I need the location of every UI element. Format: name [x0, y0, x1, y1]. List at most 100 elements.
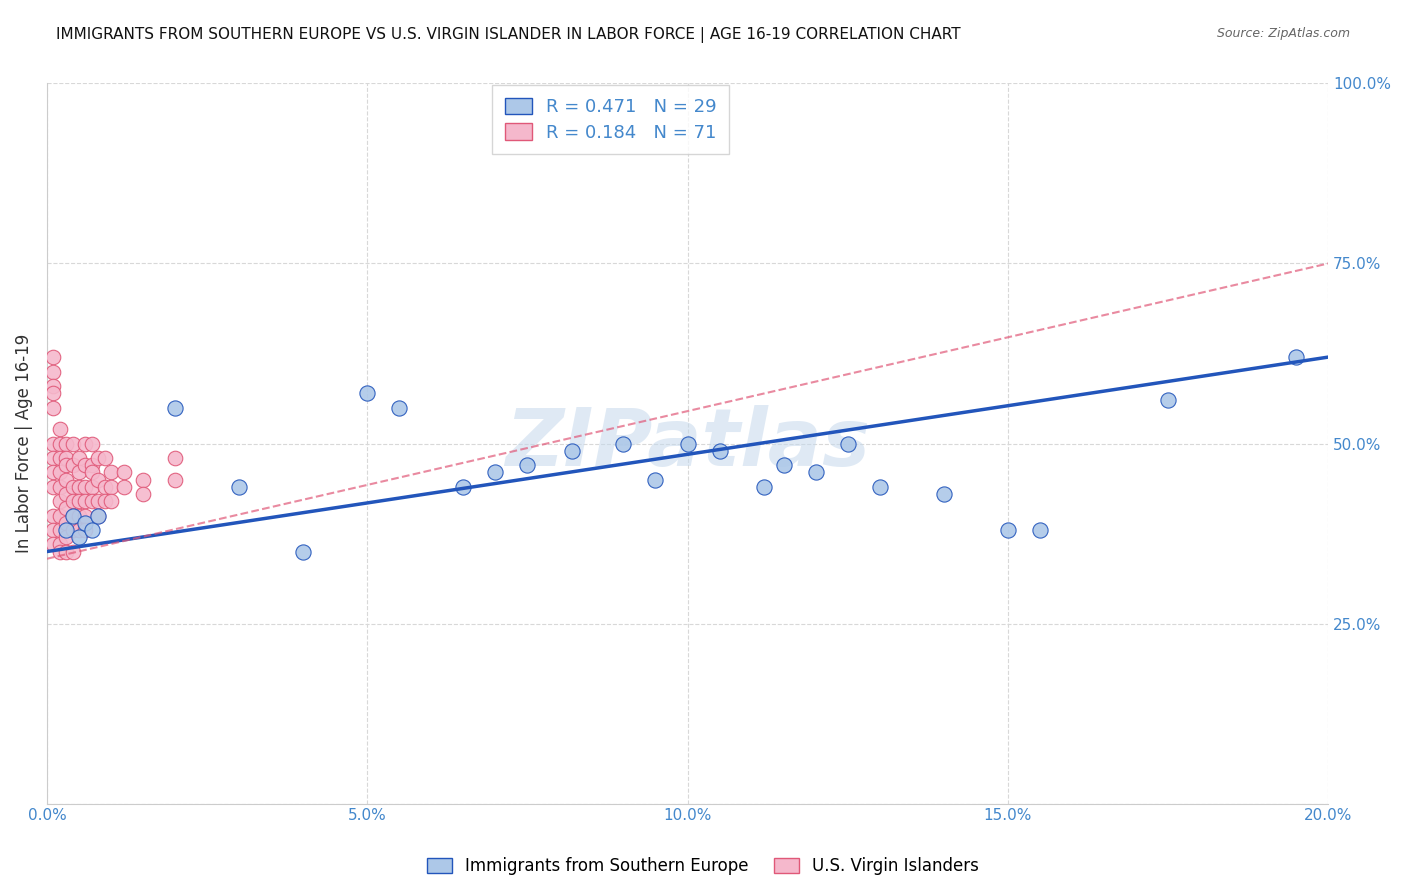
Point [100, 494, 122, 508]
Point [163, 473, 186, 487]
Point [80, 494, 103, 508]
Point [48, 523, 70, 537]
Point [93, 450, 115, 465]
Point [62, 494, 84, 508]
Point [87, 473, 110, 487]
Legend: R = 0.471   N = 29, R = 0.184   N = 71: R = 0.471 N = 29, R = 0.184 N = 71 [492, 86, 730, 154]
Point [932, 487, 955, 501]
Point [112, 466, 135, 480]
Point [48, 436, 70, 450]
Point [42, 537, 65, 551]
Point [55, 473, 77, 487]
Point [80, 458, 103, 472]
Point [997, 523, 1019, 537]
Point [55, 487, 77, 501]
Point [516, 458, 538, 472]
Point [132, 487, 155, 501]
Point [48, 544, 70, 558]
Point [48, 422, 70, 436]
Point [42, 480, 65, 494]
Point [75, 494, 97, 508]
Point [93, 480, 115, 494]
Point [837, 436, 859, 450]
Point [869, 480, 891, 494]
Point [100, 466, 122, 480]
Point [754, 480, 776, 494]
Point [42, 350, 65, 364]
Point [62, 480, 84, 494]
Point [132, 473, 155, 487]
Point [87, 508, 110, 523]
Point [75, 523, 97, 537]
Point [87, 508, 110, 523]
Point [42, 386, 65, 401]
Point [62, 458, 84, 472]
Point [48, 494, 70, 508]
Point [292, 544, 315, 558]
Point [67, 466, 90, 480]
Point [1157, 393, 1180, 408]
Point [75, 516, 97, 530]
Point [80, 436, 103, 450]
Point [709, 443, 731, 458]
Point [75, 458, 97, 472]
Point [93, 494, 115, 508]
Point [804, 466, 827, 480]
Point [561, 443, 583, 458]
Point [453, 480, 475, 494]
Point [48, 537, 70, 551]
Point [42, 508, 65, 523]
Point [55, 523, 77, 537]
Point [87, 494, 110, 508]
Point [163, 450, 186, 465]
Point [42, 436, 65, 450]
Point [55, 516, 77, 530]
Point [42, 450, 65, 465]
Point [55, 501, 77, 516]
Point [80, 523, 103, 537]
Point [62, 523, 84, 537]
Point [55, 530, 77, 544]
Point [42, 379, 65, 393]
Point [67, 508, 90, 523]
Point [1029, 523, 1052, 537]
Point [163, 401, 186, 415]
Point [48, 450, 70, 465]
Point [42, 401, 65, 415]
Point [62, 508, 84, 523]
Point [62, 544, 84, 558]
Text: Source: ZipAtlas.com: Source: ZipAtlas.com [1216, 27, 1350, 40]
Point [484, 466, 506, 480]
Point [67, 530, 90, 544]
Point [356, 386, 378, 401]
Point [100, 480, 122, 494]
Point [87, 450, 110, 465]
Point [55, 450, 77, 465]
Point [676, 436, 699, 450]
Point [42, 466, 65, 480]
Point [112, 480, 135, 494]
Point [62, 436, 84, 450]
Point [67, 480, 90, 494]
Point [62, 508, 84, 523]
Point [48, 466, 70, 480]
Point [75, 480, 97, 494]
Point [55, 436, 77, 450]
Point [67, 494, 90, 508]
Y-axis label: In Labor Force | Age 16-19: In Labor Force | Age 16-19 [15, 334, 32, 553]
Point [48, 480, 70, 494]
Point [388, 401, 411, 415]
Text: ZIPatlas: ZIPatlas [505, 405, 870, 483]
Point [67, 450, 90, 465]
Point [42, 523, 65, 537]
Legend: Immigrants from Southern Europe, U.S. Virgin Islanders: Immigrants from Southern Europe, U.S. Vi… [419, 849, 987, 884]
Point [1285, 350, 1308, 364]
Text: IMMIGRANTS FROM SOUTHERN EUROPE VS U.S. VIRGIN ISLANDER IN LABOR FORCE | AGE 16-: IMMIGRANTS FROM SOUTHERN EUROPE VS U.S. … [56, 27, 960, 43]
Point [48, 508, 70, 523]
Point [75, 508, 97, 523]
Point [42, 364, 65, 378]
Point [67, 523, 90, 537]
Point [55, 544, 77, 558]
Point [55, 458, 77, 472]
Point [772, 458, 794, 472]
